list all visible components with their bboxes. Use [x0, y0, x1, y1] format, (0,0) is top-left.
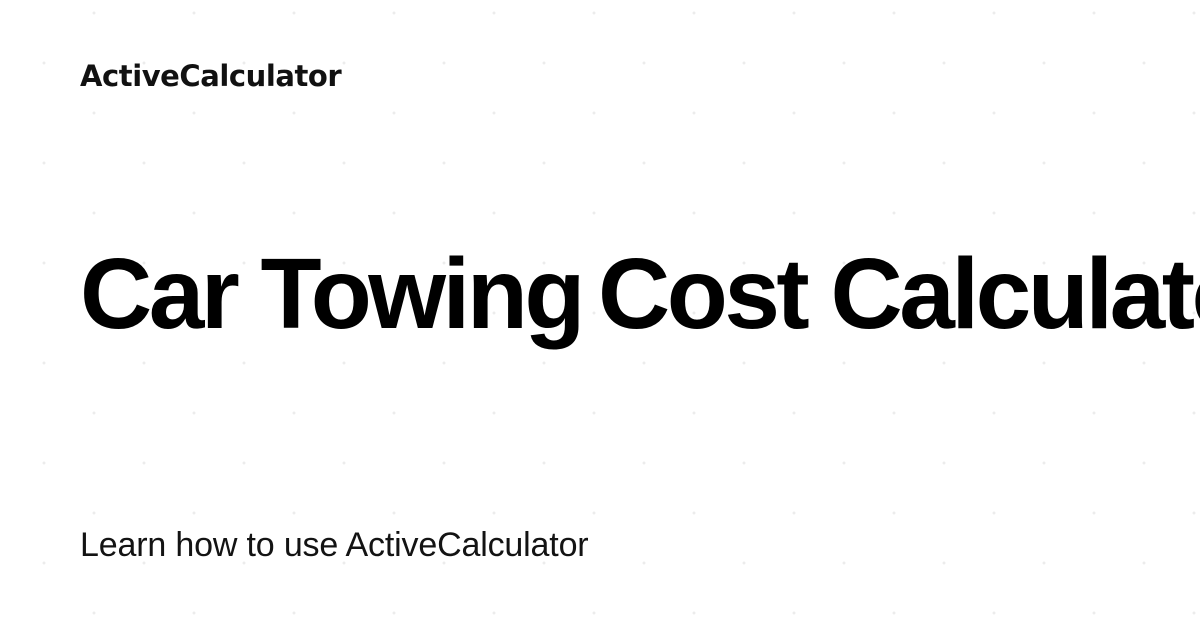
page-title-part-2: Cost Calculator: [598, 238, 1200, 350]
page-title-part-1: Car Towing: [80, 238, 586, 350]
page-title: Car Towing Cost Calculator: [80, 243, 1200, 345]
brand-logo[interactable]: ActiveCalculator: [80, 59, 342, 93]
learn-how-to-use-link[interactable]: Learn how to use ActiveCalculator: [80, 526, 589, 564]
